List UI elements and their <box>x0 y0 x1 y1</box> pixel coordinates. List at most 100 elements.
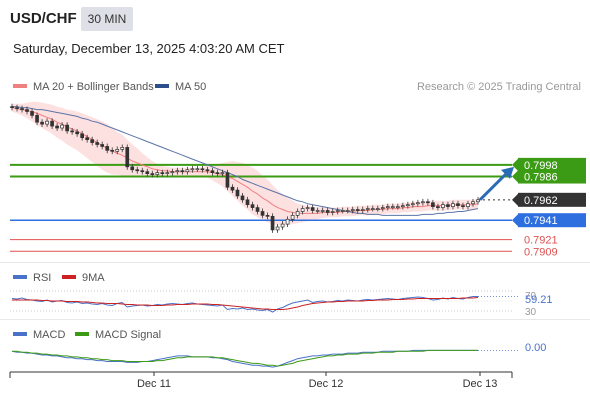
ma50-line <box>12 106 479 216</box>
legend-swatch-rsi <box>13 275 27 279</box>
candle-body <box>275 226 280 231</box>
candle-body <box>380 207 385 209</box>
legend-swatch-macd <box>13 332 27 336</box>
candle-body <box>471 201 475 205</box>
candle-body <box>150 173 155 175</box>
rsi-panel <box>10 290 520 313</box>
level-tag-box <box>518 157 586 172</box>
timeframe-button[interactable]: 30 MIN <box>81 7 133 31</box>
legend-label-macd-signal: MACD Signal <box>95 329 161 341</box>
candle-body <box>411 203 415 206</box>
x-tick-label: Dec 12 <box>309 378 344 390</box>
candle-body <box>60 124 64 129</box>
symbol-title: USD/CHF <box>10 10 77 27</box>
macd-value-label: 0.00 <box>525 342 546 354</box>
legend-label-macd: MACD <box>33 329 65 341</box>
legend-swatch-9ma <box>62 275 76 279</box>
legend-label-ma50: MA 50 <box>175 81 206 93</box>
candle-body <box>370 208 375 210</box>
candle-body <box>250 204 255 208</box>
candle-body <box>355 209 360 211</box>
candle-body <box>85 137 89 140</box>
level-tag-box <box>518 192 586 207</box>
candle-body <box>320 210 325 212</box>
candle-body <box>45 120 49 125</box>
candle-body <box>260 211 265 216</box>
macd-line <box>11 349 478 368</box>
candle-body <box>451 203 455 207</box>
level-tag-label: 0.7986 <box>524 172 558 184</box>
candle-body <box>305 207 310 209</box>
x-tick-label: Dec 11 <box>137 378 171 390</box>
macd-panel <box>11 349 520 368</box>
level-tag-label: 0.7962 <box>524 195 558 207</box>
panel-divider <box>0 319 590 320</box>
legend-swatch-macd-signal <box>75 332 89 336</box>
candle-body <box>155 172 160 175</box>
panel-divider <box>0 262 590 263</box>
rsi-value-label: 59.21 <box>525 294 553 306</box>
candle-body <box>125 147 130 168</box>
candle-body <box>255 207 260 212</box>
moving-averages <box>11 106 479 216</box>
macd-signal-line <box>12 349 478 367</box>
candle-body <box>421 201 425 204</box>
candle-body <box>200 168 205 171</box>
candle-body <box>416 202 420 205</box>
level-tag-label: 0.7998 <box>524 160 558 172</box>
candle-body <box>315 210 320 212</box>
candle-body <box>30 111 34 116</box>
candle-body <box>265 215 270 217</box>
legend-swatch-ma50 <box>155 84 169 88</box>
projection-arrow-shaft <box>478 170 510 201</box>
candle-body <box>466 203 470 207</box>
candle-body <box>476 199 480 203</box>
candle-body <box>310 207 315 211</box>
candle-body <box>175 170 180 173</box>
candle-body <box>441 204 445 208</box>
candle-body <box>431 202 435 207</box>
candle-body <box>90 139 95 143</box>
candle-body <box>245 199 250 206</box>
candle-body <box>80 133 84 139</box>
level-tag-pointer <box>512 214 518 227</box>
candle-body <box>325 210 330 213</box>
candle-body <box>120 147 125 150</box>
candle-body <box>55 125 59 129</box>
candle-body <box>230 186 235 191</box>
candle-body <box>170 171 175 174</box>
ma20-line <box>11 107 479 214</box>
candle-body <box>240 195 245 201</box>
candle-body <box>15 107 19 109</box>
candle-body <box>390 206 395 208</box>
price-levels <box>10 163 512 252</box>
level-tag-label: 0.7909 <box>524 246 558 258</box>
level-tag-box <box>518 213 586 228</box>
candle-body <box>165 172 170 174</box>
candle-body <box>180 170 185 173</box>
candle-body <box>446 204 450 207</box>
candle-body <box>115 149 120 152</box>
candle-body <box>220 172 225 174</box>
candle-body <box>70 130 74 133</box>
candle-body <box>135 169 140 172</box>
candle-body <box>10 106 14 108</box>
level-tag-label: 0.7941 <box>524 215 558 227</box>
candle-body <box>35 115 39 123</box>
candle-body <box>215 172 220 174</box>
candle-body <box>50 120 54 127</box>
candle-body <box>75 131 79 135</box>
level-tag-pointer <box>512 158 518 171</box>
candle-body <box>140 170 145 173</box>
candle-body <box>20 108 24 110</box>
candle-body <box>185 169 190 173</box>
candle-body <box>295 211 300 216</box>
level-tag-pointer <box>512 170 518 183</box>
legend-label-rsi: RSI <box>33 272 51 284</box>
bollinger-band <box>12 101 478 226</box>
projection-arrow <box>478 166 514 201</box>
candle-body <box>395 206 400 208</box>
candle-body <box>401 205 405 207</box>
